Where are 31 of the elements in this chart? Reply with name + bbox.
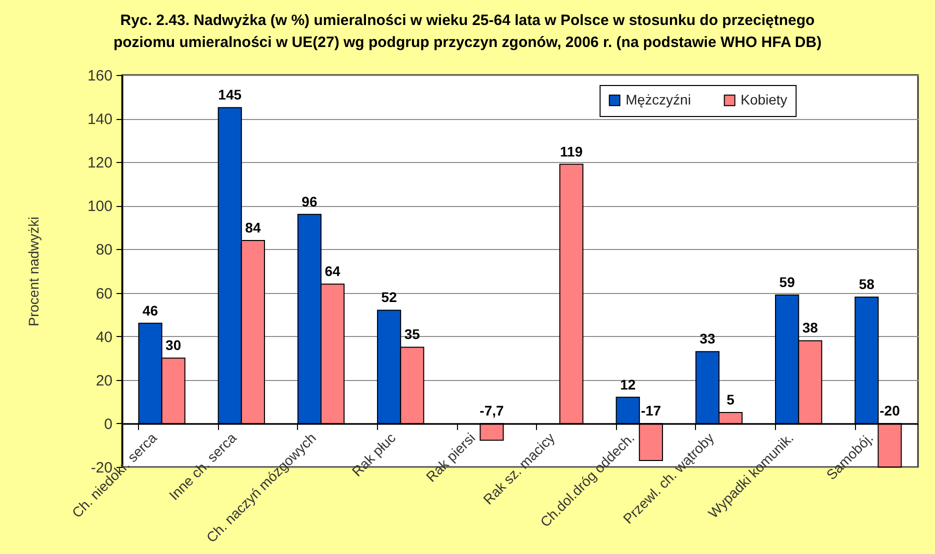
- y-tick-label: 100: [87, 198, 112, 216]
- data-label: -20: [880, 402, 900, 418]
- y-tick-label: 160: [87, 68, 112, 84]
- data-label: 96: [302, 193, 318, 210]
- data-label: -17: [640, 402, 662, 418]
- chart-title: Ryc. 2.43. Nadwyżka (w %) umieralności w wieku 25-64 lata w Polsce w stosunku do przeciętnego poziomu umieralności w UE(27) wg podgrup przyczyn zgonów, 2006 r. (na podstawie WHO HFA DB): [113, 12, 822, 51]
- y-axis-title: Procent nadwyżki: [25, 216, 42, 326]
- data-label: 84: [245, 220, 261, 236]
- data-label: -7,7: [480, 402, 504, 418]
- data-label: 5: [726, 392, 735, 408]
- data-label: 33: [700, 330, 716, 347]
- data-label: 46: [142, 302, 158, 318]
- data-label: 119: [560, 143, 583, 160]
- data-label: 145: [218, 86, 242, 103]
- data-label: 59: [779, 274, 796, 290]
- data-label: 58: [858, 276, 875, 292]
- y-tick-label: 80: [96, 242, 112, 259]
- data-label: 38: [802, 320, 818, 336]
- legend-label: Mężczyźni: [626, 91, 691, 108]
- data-label: 35: [404, 326, 420, 342]
- data-label: 52: [381, 289, 398, 306]
- y-tick-label: 140: [87, 111, 112, 128]
- y-tick-label: 20: [96, 372, 112, 390]
- y-tick-label: 0: [104, 416, 112, 433]
- data-label: 12: [620, 376, 636, 392]
- y-tick-label: 120: [87, 154, 112, 172]
- data-label: 30: [166, 337, 182, 354]
- y-tick-label: 40: [96, 328, 112, 346]
- y-tick-label: 60: [96, 285, 112, 302]
- data-label: 64: [324, 263, 341, 280]
- legend-label: Kobiety: [740, 91, 788, 108]
